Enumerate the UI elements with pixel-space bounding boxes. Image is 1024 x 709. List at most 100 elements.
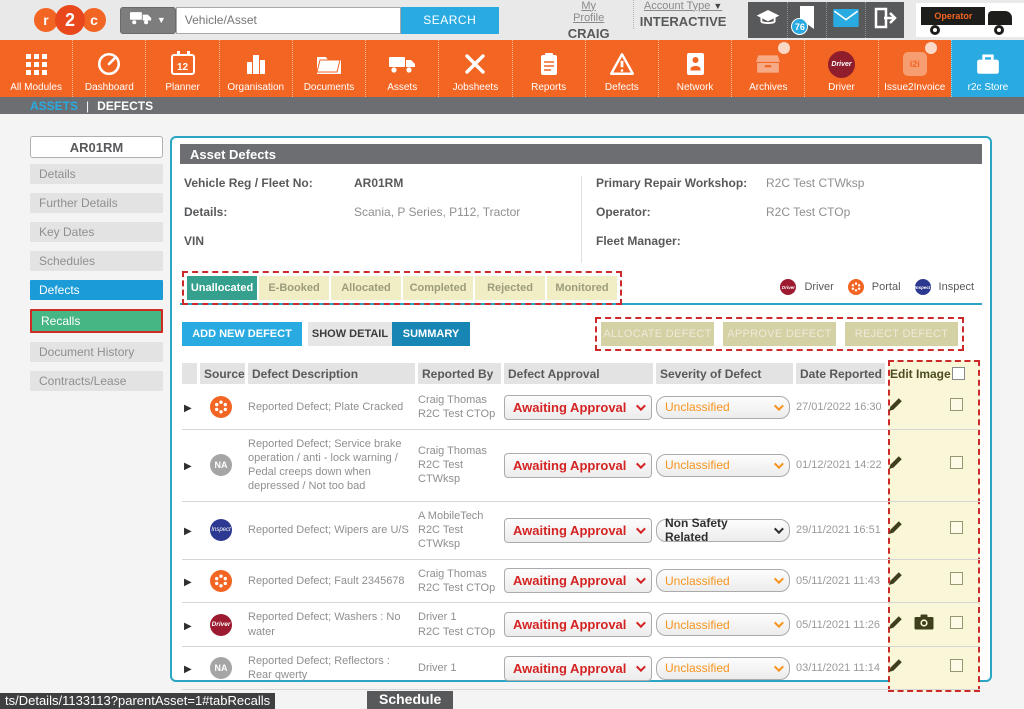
row-checkbox[interactable] (950, 456, 963, 470)
allocate-defect-button[interactable]: ALLOCATE DEFECT (601, 322, 714, 346)
training-button[interactable] (748, 2, 788, 38)
my-profile-link[interactable]: My Profile (573, 0, 605, 24)
sidebar-item-schedules[interactable]: Schedules (30, 251, 163, 271)
select-all-checkbox[interactable] (952, 367, 965, 380)
truck-wheel-icon (994, 25, 1005, 35)
edit-pencil-icon[interactable] (888, 520, 903, 535)
logout-button[interactable] (865, 2, 905, 38)
defect-tab-strip: Unallocated E-Booked Allocated Completed… (180, 271, 982, 305)
nav-item-archives[interactable]: Archives (731, 40, 804, 97)
nav-item-jobsheets[interactable]: Jobsheets (438, 40, 511, 97)
messages-button[interactable] (826, 2, 866, 38)
severity-dropdown[interactable]: Unclassified (656, 656, 790, 680)
nav-item-defects[interactable]: Defects (584, 40, 658, 97)
tab-rejected[interactable]: Rejected (475, 276, 545, 300)
sidebar-item-defects[interactable]: Defects (30, 280, 163, 300)
edit-pencil-icon[interactable] (888, 455, 903, 470)
row-checkbox[interactable] (950, 659, 963, 673)
panel-title: Asset Defects (180, 144, 982, 164)
source-header: Source (200, 363, 245, 384)
source-portal-icon (210, 569, 232, 592)
reported-by: A MobileTech R2C Test CTWksp (418, 509, 484, 551)
defect-approval-dropdown[interactable]: Awaiting Approval (504, 517, 652, 543)
nav-item-assets[interactable]: Assets (365, 40, 438, 97)
chevron-down-icon (773, 458, 784, 469)
tab-completed[interactable]: Completed (403, 276, 473, 300)
logo-letter: r (34, 8, 58, 32)
approve-defect-button[interactable]: APPROVE DEFECT (723, 322, 836, 346)
sidebar-item-details[interactable]: Details (30, 164, 163, 184)
chevron-down-icon (773, 574, 784, 585)
edit-pencil-icon[interactable] (888, 615, 903, 630)
camera-icon[interactable] (914, 614, 934, 630)
defect-approval-dropdown[interactable]: Awaiting Approval (504, 568, 652, 594)
row-checkbox[interactable] (950, 521, 963, 535)
sidebar-item-key-dates[interactable]: Key Dates (30, 222, 163, 242)
row-checkbox[interactable] (950, 615, 963, 629)
sidebar-item-document-history[interactable]: Document History (30, 342, 163, 362)
date-reported: 27/01/2022 16:30 (796, 401, 882, 414)
defect-approval-dropdown[interactable]: Awaiting Approval (504, 655, 652, 681)
logo-letter: 2 (55, 5, 85, 35)
nav-item-network[interactable]: Network (657, 40, 731, 97)
table-row: ▶ Driver Reported Defect; Washers : No w… (182, 603, 980, 647)
sidebar-item-contracts-lease[interactable]: Contracts/Lease (30, 371, 163, 391)
show-detail-button[interactable]: SHOW DETAIL (308, 322, 392, 346)
search-input[interactable] (175, 6, 401, 34)
row-checkbox[interactable] (950, 398, 963, 412)
nav-item-driver[interactable]: Driver Driver (804, 40, 877, 97)
tab-allocated[interactable]: Allocated (331, 276, 401, 300)
details-label: Details: (184, 205, 228, 219)
search-type-selector[interactable]: ▼ (120, 6, 176, 34)
tab-unallocated[interactable]: Unallocated (187, 276, 257, 300)
chevron-down-icon (635, 400, 646, 411)
expand-arrow-icon[interactable]: ▶ (184, 526, 192, 538)
nav-item-reports[interactable]: Reports (511, 40, 585, 97)
nav-item-issue2invoice[interactable]: i2i Issue2Invoice (877, 40, 951, 97)
vin-label: VIN (184, 234, 205, 248)
breadcrumb-assets-link[interactable]: ASSETS (30, 98, 79, 113)
nav-item-r2c-store[interactable]: r2c Store (950, 40, 1024, 97)
reject-defect-button[interactable]: REJECT DEFECT (845, 322, 958, 346)
account-type-link[interactable]: Account Type ▼ (643, 0, 723, 12)
add-new-defect-button[interactable]: ADD NEW DEFECT (182, 322, 302, 346)
expand-arrow-icon[interactable]: ▶ (184, 620, 192, 632)
row-checkbox[interactable] (950, 571, 963, 585)
defect-approval-dropdown[interactable]: Awaiting Approval (504, 452, 652, 478)
search-button[interactable]: SEARCH (400, 6, 499, 34)
edit-pencil-icon[interactable] (888, 658, 903, 673)
severity-dropdown[interactable]: Unclassified (656, 613, 790, 637)
chevron-down-icon (635, 661, 646, 672)
nav-item-planner[interactable]: 12 Planner (145, 40, 218, 97)
nav-item-dashboard[interactable]: Dashboard (72, 40, 145, 97)
expand-arrow-icon[interactable]: ▶ (184, 576, 192, 588)
severity-dropdown[interactable]: Unclassified (656, 453, 790, 477)
source-na-icon: NA (210, 657, 232, 680)
nav-item-all-modules[interactable]: All Modules (0, 40, 72, 97)
severity-dropdown[interactable]: Unclassified (656, 569, 790, 593)
tab-e-booked[interactable]: E-Booked (259, 276, 329, 300)
portal-circle-icon (847, 279, 864, 295)
module-nav-bar: All Modules Dashboard 12 Planner Organis… (0, 40, 1024, 97)
summary-button[interactable]: SUMMARY (392, 322, 470, 346)
r2c-logo: r 2 c (34, 5, 106, 35)
sidebar-item-further-details[interactable]: Further Details (30, 193, 163, 213)
tab-monitored[interactable]: Monitored (547, 276, 617, 300)
legend-inspect-label: Inspect (938, 281, 974, 293)
sidebar-item-recalls[interactable]: Recalls (30, 309, 163, 333)
breadcrumb-separator: | (86, 98, 90, 113)
grid-icon (25, 48, 47, 80)
expand-arrow-icon[interactable]: ▶ (184, 461, 192, 473)
notifications-button[interactable]: 76 (787, 2, 827, 38)
nav-item-organisation[interactable]: Organisation (218, 40, 292, 97)
edit-pencil-icon[interactable] (888, 397, 903, 412)
expand-arrow-icon[interactable]: ▶ (184, 403, 192, 415)
defect-approval-dropdown[interactable]: Awaiting Approval (504, 612, 652, 638)
nav-item-documents[interactable]: Documents (291, 40, 365, 97)
edit-pencil-icon[interactable] (888, 571, 903, 586)
severity-dropdown[interactable]: Unclassified (656, 395, 790, 419)
expand-arrow-icon[interactable]: ▶ (184, 664, 192, 676)
expand-column-header (182, 363, 197, 384)
severity-dropdown[interactable]: Non Safety Related (656, 516, 790, 544)
defect-approval-dropdown[interactable]: Awaiting Approval (504, 394, 652, 420)
